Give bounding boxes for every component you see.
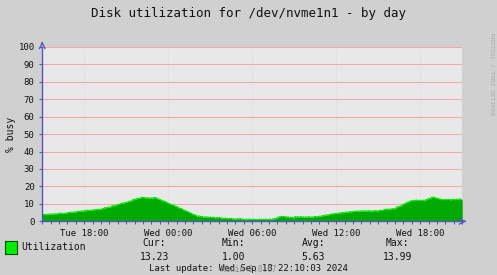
Text: Avg:: Avg: bbox=[301, 238, 325, 248]
Text: 13.99: 13.99 bbox=[383, 252, 413, 262]
Text: Disk utilization for /dev/nvme1n1 - by day: Disk utilization for /dev/nvme1n1 - by d… bbox=[91, 7, 406, 20]
Text: Utilization: Utilization bbox=[21, 243, 86, 252]
Y-axis label: % busy: % busy bbox=[5, 116, 16, 152]
Text: Munin 2.0.67: Munin 2.0.67 bbox=[221, 265, 276, 274]
Text: 13.23: 13.23 bbox=[139, 252, 169, 262]
Text: Cur:: Cur: bbox=[142, 238, 166, 248]
Text: Min:: Min: bbox=[222, 238, 246, 248]
Text: Last update: Wed Sep 18 22:10:03 2024: Last update: Wed Sep 18 22:10:03 2024 bbox=[149, 264, 348, 273]
Text: 5.63: 5.63 bbox=[301, 252, 325, 262]
Text: Max:: Max: bbox=[386, 238, 410, 248]
Text: 1.00: 1.00 bbox=[222, 252, 246, 262]
Text: RRDTOOL / TOBI OETIKER: RRDTOOL / TOBI OETIKER bbox=[490, 33, 495, 116]
